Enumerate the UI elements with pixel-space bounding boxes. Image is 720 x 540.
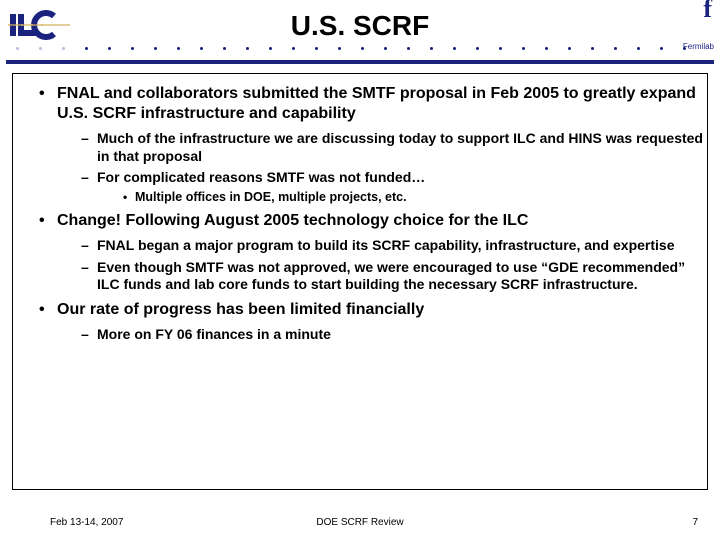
bullet-text: Much of the infrastructure we are discus… [97,130,703,164]
dotted-rule [0,47,720,53]
bullet-lvl1: Change! Following August 2005 technology… [39,211,703,294]
bullet-text: Change! Following August 2005 technology… [57,212,528,229]
bullet-text: For complicated reasons SMTF was not fun… [97,169,425,185]
bullet-lvl2: For complicated reasons SMTF was not fun… [81,169,703,205]
bullet-text: More on FY 06 finances in a minute [97,326,331,342]
slide-header: U.S. SCRF f Fermilab [0,0,720,64]
bullet-text: FNAL began a major program to build its … [97,237,674,253]
slide-title: U.S. SCRF [0,10,720,42]
bullet-text: Even though SMTF was not approved, we we… [97,259,685,293]
bullet-text: FNAL and collaborators submitted the SMT… [57,85,696,122]
bullet-lvl2: Even though SMTF was not approved, we we… [81,259,703,294]
bullet-lvl3: Multiple offices in DOE, multiple projec… [123,190,703,206]
fermilab-f-icon: f [703,0,712,24]
bullet-lvl2: More on FY 06 finances in a minute [81,326,703,344]
bullet-text: Multiple offices in DOE, multiple projec… [135,190,407,204]
page-number: 7 [692,517,698,528]
slide-footer: Feb 13-14, 2007 DOE SCRF Review 7 [0,504,720,528]
header-divider [6,60,714,64]
bullet-list: FNAL and collaborators submitted the SMT… [17,84,703,343]
content-box: FNAL and collaborators submitted the SMT… [12,73,708,490]
footer-title: DOE SCRF Review [0,517,720,528]
bullet-lvl2: FNAL began a major program to build its … [81,237,703,255]
bullet-lvl1: FNAL and collaborators submitted the SMT… [39,84,703,205]
bullet-text: Our rate of progress has been limited fi… [57,301,424,318]
bullet-lvl2: Much of the infrastructure we are discus… [81,130,703,165]
bullet-lvl1: Our rate of progress has been limited fi… [39,300,703,344]
